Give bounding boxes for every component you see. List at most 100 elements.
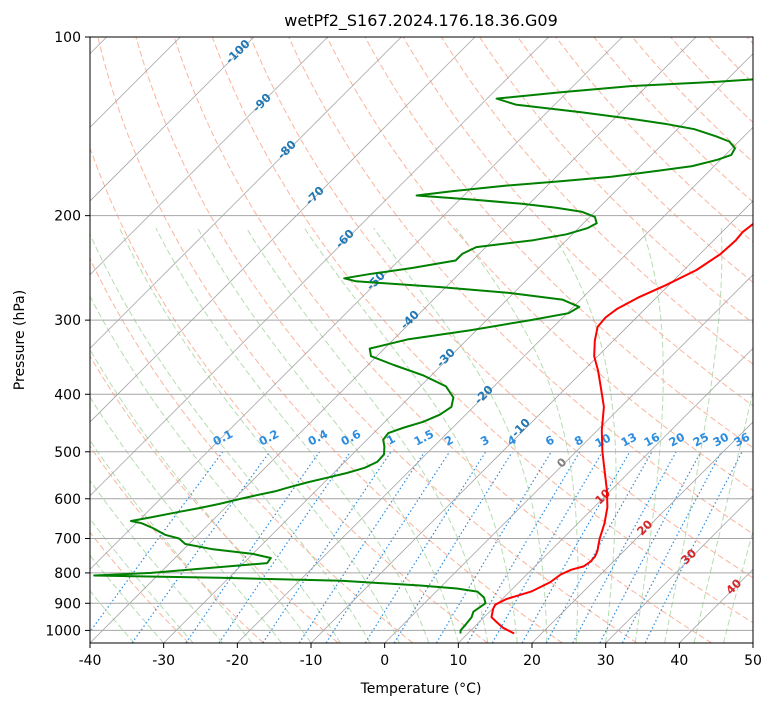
plot-frame (89, 36, 754, 644)
y-tick-label: 600 (54, 492, 81, 508)
x-tick-label: 30 (597, 653, 615, 669)
y-tick-label: 1000 (45, 623, 81, 639)
y-tick-label: 200 (54, 209, 81, 225)
isobar-grid (90, 37, 753, 631)
isotherm-line (90, 37, 476, 423)
plot-area: -100-90-80-70-60-50-40-30-20-100.1 0.2 0.4… (90, 37, 753, 643)
mixing-ratio-line (466, 451, 581, 643)
reference-label: 30 (710, 430, 731, 450)
mixing-ratio-lines (90, 451, 743, 643)
isotherm-line (90, 37, 697, 643)
moist-adiabat-line (90, 479, 223, 643)
isotherm-line (384, 274, 753, 643)
moist-adiabat-line (155, 227, 430, 643)
x-axis-label: Temperature (°C) (360, 681, 482, 697)
moist-adiabat-line (455, 227, 579, 643)
mixing-ratio-line (218, 451, 351, 643)
reference-label: 20 (666, 430, 687, 450)
moist-adiabat-line (90, 396, 282, 643)
mixing-ratio-line (364, 451, 487, 643)
reference-label: 16 (641, 430, 662, 450)
temperature-profile (490, 222, 753, 635)
dry-adiabat-line (440, 37, 753, 365)
moist-adiabat-line (119, 227, 400, 643)
dry-adiabat-line (593, 37, 753, 203)
moist-adiabat-line (693, 389, 753, 643)
dry-adiabat-line (555, 37, 753, 243)
isotherm-line (90, 37, 328, 276)
reference-label: 36 (731, 430, 752, 450)
y-tick-label: 400 (54, 387, 81, 403)
isotherm-line (458, 347, 753, 643)
x-tick-label: 50 (744, 653, 762, 669)
isotherm-line (237, 126, 753, 643)
moist-adiabat-line (373, 227, 548, 643)
dewpoint-profile (93, 78, 753, 634)
moist-adiabat-line (90, 295, 341, 643)
isotherm-line (90, 37, 402, 349)
moist-adiabat-line (90, 518, 194, 643)
mixing-ratio-line (393, 451, 513, 643)
dry-adiabat-line (90, 355, 339, 643)
dry-adiabat-line (326, 37, 753, 492)
dry-adiabat-line (479, 37, 753, 324)
moist-adiabat-line (723, 529, 753, 643)
mixing-ratio-line (491, 451, 604, 643)
y-axis-label: Pressure (hPa) (12, 290, 28, 390)
moist-adiabat-line (304, 227, 518, 643)
reference-label: 25 (690, 430, 711, 450)
isotherm-line (310, 200, 753, 643)
isotherm-line (90, 37, 623, 570)
y-tick-label: 900 (54, 596, 81, 612)
moist-adiabat-line (90, 348, 312, 643)
dry-adiabat-line (364, 37, 753, 449)
moist-adiabat-line (90, 590, 135, 643)
x-axis-ticks: -40 -30 -20 -10 0 10 20 30 40 50 (79, 643, 762, 669)
mixing-ratio-line (435, 451, 552, 643)
mixing-ratio-line (572, 451, 677, 643)
mixing-ratio-line (185, 451, 321, 643)
isotherm-line (605, 495, 753, 643)
isotherm-grid (90, 37, 753, 643)
y-tick-label: 300 (54, 313, 81, 329)
x-tick-label: -20 (226, 653, 249, 669)
dry-adiabat-line (90, 146, 488, 643)
isotherm-line (90, 37, 549, 497)
y-tick-label: 700 (54, 532, 81, 548)
dry-adiabat-line (90, 257, 414, 643)
dry-adiabat-line (97, 37, 563, 643)
chart-title: wetPf2_S167.2024.176.18.36.G09 (284, 11, 558, 31)
data-series (93, 78, 753, 635)
mixing-ratio-line (521, 451, 631, 643)
moist-adiabat-line (90, 439, 253, 643)
y-tick-label: 800 (54, 566, 81, 582)
x-tick-label: -30 (152, 653, 175, 669)
mixing-ratio-line (325, 451, 451, 643)
x-tick-label: 10 (449, 653, 467, 669)
x-tick-label: 0 (380, 653, 389, 669)
moist-adiabat-line (90, 232, 371, 643)
moist-adiabat-line (197, 227, 459, 643)
moist-adiabat-line (90, 554, 165, 643)
isotherm-line (90, 37, 255, 202)
x-tick-label: -40 (79, 653, 102, 669)
reference-label: 13 (618, 430, 639, 450)
dry-adiabat-line (288, 37, 753, 535)
dry-adiabat-line (517, 37, 753, 283)
x-tick-label: 40 (670, 653, 688, 669)
dry-adiabat-line (90, 531, 190, 643)
moist-adiabat-line (548, 227, 617, 643)
x-tick-label: -10 (300, 653, 323, 669)
y-tick-label: 500 (54, 445, 81, 461)
dry-adiabat-line (250, 37, 753, 579)
y-tick-label: 100 (54, 30, 81, 46)
isotherm-line (163, 53, 753, 643)
dry-adiabat-line (402, 37, 753, 407)
moist-adiabat-line (664, 228, 723, 643)
dry-adiabat-line (631, 37, 753, 163)
y-axis-ticks: 100 200 300 400 500 600 700 800 900 1000 (45, 30, 90, 639)
dry-adiabat-line (135, 37, 638, 643)
isotherm-line (531, 421, 753, 643)
